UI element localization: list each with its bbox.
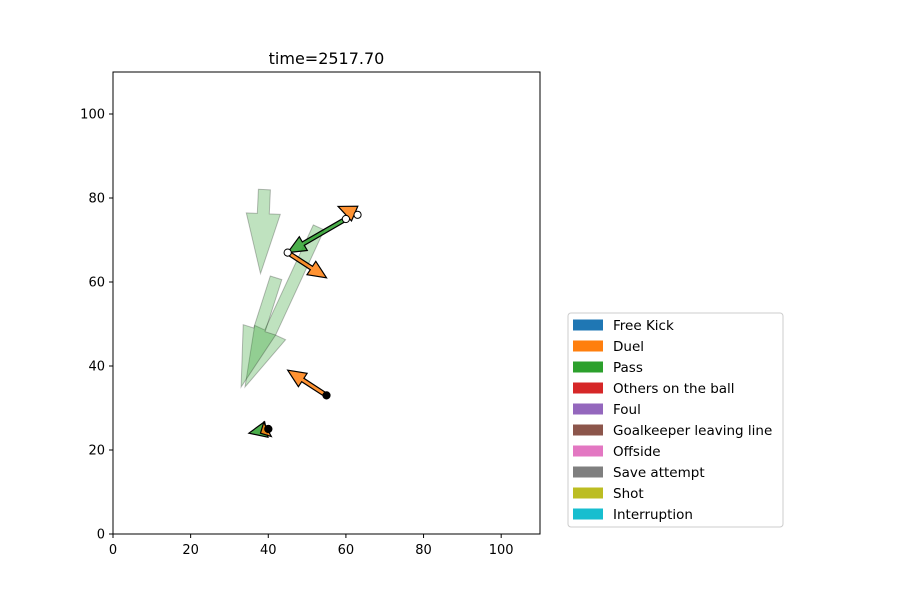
legend-swatch [573,319,603,331]
x-tick-label: 40 [260,543,277,558]
legend-label: Others on the ball [613,381,735,397]
duel-start-marker [264,424,273,434]
duel-start-marker [283,248,292,257]
chart-title: time=2517.70 [269,49,385,68]
duel-start-marker [353,210,362,219]
y-axis: 0 20 40 60 80 100 [80,108,113,543]
events-layer [247,205,362,438]
y-tick-label: 20 [88,444,105,459]
y-tick-label: 0 [97,528,105,543]
legend-box [567,312,784,528]
duel-start-marker [322,391,331,400]
y-tick-label: 40 [88,360,105,375]
legend: Free Kick Duel Pass Others on the ball Foul G… [567,312,784,528]
pass-arrow [286,216,348,254]
legend-swatch [573,382,603,394]
x-axis: 0 20 40 60 80 100 [109,534,514,558]
legend-swatch [573,445,603,457]
duel-arrow [285,250,328,279]
legend-label: Goalkeeper leaving line [613,423,772,439]
x-tick-label: 80 [415,543,432,558]
faded-pass-arrow [240,275,283,389]
y-tick-label: 60 [88,276,105,291]
legend-swatch [573,466,603,478]
x-tick-label: 0 [109,543,117,558]
legend-label: Offside [613,444,661,460]
legend-swatch [573,424,603,436]
y-tick-label: 100 [80,108,105,123]
legend-label: Duel [613,339,644,355]
x-tick-label: 60 [338,543,355,558]
pass-start-marker [341,214,351,224]
legend-swatch [573,340,603,352]
legend-label: Shot [613,486,644,502]
faded-arrows-layer [240,188,325,389]
legend-label: Free Kick [613,318,674,334]
legend-label: Interruption [613,507,693,523]
legend-swatch [573,508,603,520]
plot-area-frame [112,71,541,535]
legend-label: Foul [613,402,641,418]
x-tick-label: 20 [182,543,199,558]
duel-arrow [286,369,329,398]
faded-pass-arrow [245,188,281,276]
legend-swatch [573,403,603,415]
x-tick-label: 100 [489,543,514,558]
legend-label: Pass [613,360,643,376]
legend-label: Save attempt [613,465,705,481]
legend-swatch [573,487,603,499]
y-tick-label: 80 [88,192,105,207]
legend-swatch [573,361,603,373]
